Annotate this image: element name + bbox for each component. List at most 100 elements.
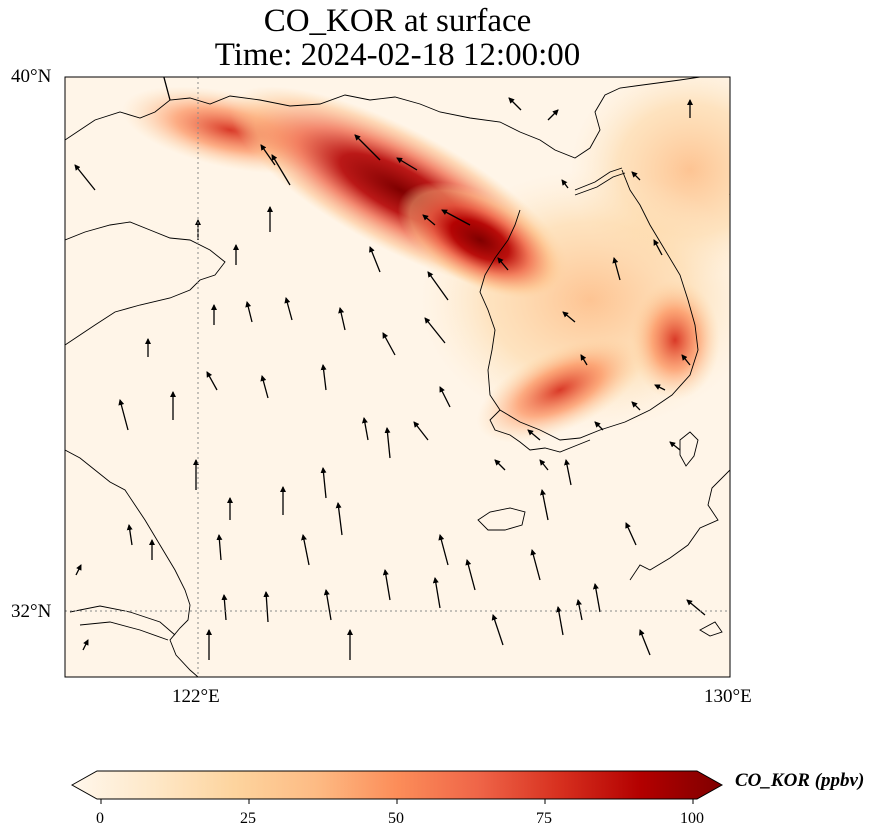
coastline-kyushu: [629, 469, 730, 581]
colorbar-bar: [70, 770, 724, 800]
wind-arrow: [669, 441, 681, 451]
wind-arrow: [221, 594, 228, 621]
wind-arrow: [562, 311, 576, 323]
map-frame: [64, 76, 731, 678]
wind-arrow: [539, 459, 549, 471]
colorbar-tick-label-100: 100: [680, 810, 704, 827]
coastline-north: [65, 77, 701, 159]
title-line-2: Time: 2024-02-18 12:00:00: [214, 37, 581, 73]
wind-arrow: [361, 417, 369, 441]
colorbar-tick-label-25: 25: [240, 810, 256, 827]
wind-arrow: [369, 246, 381, 273]
coastline-shandong: [65, 221, 226, 346]
map-title: CO_KOR at surface Time: 2024-02-18 12:00…: [0, 4, 795, 72]
wind-arrow: [631, 171, 641, 181]
wind-arrow: [494, 459, 506, 471]
colorbar-tick-label-50: 50: [388, 810, 404, 827]
wind-arrow: [427, 271, 449, 301]
wind-arrow: [74, 164, 96, 191]
gridlines: [65, 77, 730, 677]
wind-arrow: [118, 399, 129, 431]
wind-arrow: [631, 401, 641, 411]
coastline-korea: [479, 169, 699, 441]
lon-tick-label-122: 122°E: [172, 686, 220, 707]
colorbar-label: CO_KOR (ppbv): [735, 770, 865, 791]
wind-arrow: [422, 214, 436, 226]
wind-arrow: [82, 639, 89, 651]
wind-arrow: [216, 534, 223, 561]
wind-arrow: [260, 144, 276, 166]
wind-arrow: [75, 564, 82, 576]
wind-arrow: [654, 384, 666, 391]
title-line-1: CO_KOR at surface: [263, 3, 532, 39]
wind-arrow: [681, 354, 691, 366]
concentration-plume-core-east: [397, 182, 563, 298]
colorbar-tick-label-75: 75: [536, 810, 552, 827]
wind-arrow: [592, 583, 601, 613]
wind-arrow: [320, 467, 327, 499]
wind-arrow: [530, 549, 541, 581]
coastlines: [65, 77, 730, 677]
coastline-jeju: [477, 507, 526, 531]
coastline-island-southeast: [699, 621, 723, 637]
wind-arrow: [612, 257, 621, 281]
wind-arrow: [653, 239, 663, 256]
wind-arrow: [163, 77, 171, 101]
wind-arrow: [625, 522, 637, 546]
lat-tick-label-32: 32°N: [11, 601, 52, 622]
lat-tick-label-40: 40°N: [11, 66, 52, 87]
wind-arrow: [382, 569, 391, 601]
wind-arrow: [441, 209, 471, 226]
map-panel: [64, 76, 731, 678]
wind-arrow: [260, 375, 269, 399]
wind-arrow: [438, 534, 449, 566]
wind-arrow: [263, 591, 270, 623]
concentration-plume-south-coast: [476, 337, 644, 443]
wind-arrow: [540, 489, 549, 521]
concentration-plume-east-coast: [630, 280, 720, 400]
colorbar: [70, 770, 724, 804]
wind-arrow: [564, 459, 572, 486]
wind-arrow: [432, 577, 441, 609]
coastline-korea-islands: [489, 409, 591, 453]
wind-arrow: [729, 189, 730, 195]
wind-arrow: [439, 386, 451, 408]
wind-arrow: [301, 534, 310, 566]
wind-arrow: [382, 332, 396, 356]
wind-arrow: [527, 429, 541, 441]
wind-arrow: [320, 364, 327, 391]
wind-arrow: [323, 589, 332, 621]
wind-arrow: [206, 371, 218, 391]
wind-arrow: [576, 599, 583, 621]
wind-arrow: [497, 257, 509, 271]
wind-arrow: [547, 109, 559, 121]
wind-arrow: [424, 317, 446, 344]
coastline-yangtze-north: [69, 605, 176, 636]
concentration-field: [122, 77, 730, 443]
coastline-yangtze-south: [79, 621, 169, 641]
colorbar-tick-label-0: 0: [96, 810, 104, 827]
wind-arrow: [413, 421, 429, 441]
wind-arrow: [354, 134, 381, 161]
wind-arrow: [271, 154, 291, 186]
wind-arrow: [508, 97, 522, 111]
wind-arrow: [491, 614, 504, 646]
coastline-east-china: [65, 449, 199, 677]
wind-arrow: [396, 157, 418, 171]
wind-arrow: [555, 606, 564, 636]
wind-arrow: [335, 502, 343, 536]
wind-vectors: [74, 77, 730, 660]
coastline-tsushima: [679, 431, 699, 467]
wind-arrow: [465, 559, 476, 591]
wind-arrow: [284, 297, 293, 321]
coastline-dmz-2: [574, 172, 626, 196]
wind-arrow: [580, 354, 588, 366]
wind-arrow: [338, 307, 346, 331]
wind-arrow: [245, 301, 253, 323]
wind-arrow: [126, 524, 133, 546]
wind-arrow: [594, 421, 604, 431]
wind-arrow: [686, 599, 706, 616]
wind-arrow: [639, 629, 651, 656]
wind-arrow: [561, 179, 569, 189]
